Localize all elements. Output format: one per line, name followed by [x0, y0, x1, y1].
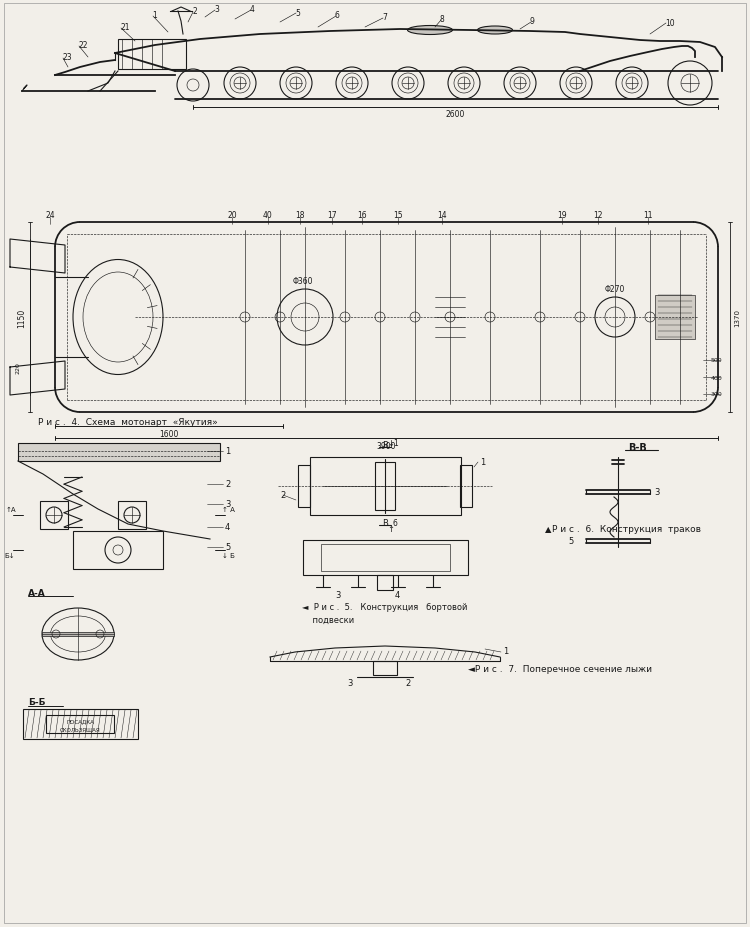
Text: 5: 5: [225, 543, 230, 552]
Text: ↓ Б: ↓ Б: [222, 552, 235, 558]
Text: А-А: А-А: [28, 588, 46, 597]
Bar: [375, 463, 395, 511]
Text: 3900: 3900: [376, 441, 396, 451]
Text: 400: 400: [710, 375, 722, 380]
Bar: [321, 544, 450, 571]
Text: Р и с .  6.  Конструкция  траков: Р и с . 6. Конструкция траков: [552, 525, 701, 534]
Text: 2600: 2600: [446, 110, 465, 119]
Text: 1: 1: [503, 647, 509, 655]
Text: 24: 24: [45, 211, 55, 221]
Text: ◄  Р и с .  5.   Конструкция   бортовой: ◄ Р и с . 5. Конструкция бортовой: [302, 603, 467, 612]
Text: Φ270: Φ270: [605, 286, 625, 294]
Text: ↑ A: ↑ A: [222, 506, 235, 513]
Text: Φ360: Φ360: [293, 277, 314, 286]
Text: B: B: [382, 441, 388, 450]
Ellipse shape: [478, 27, 512, 35]
Text: 15: 15: [393, 211, 403, 221]
Text: ▲: ▲: [545, 525, 551, 534]
Bar: [73, 531, 163, 569]
Text: 5: 5: [568, 537, 573, 546]
Text: 5: 5: [295, 8, 300, 18]
Text: 6: 6: [393, 519, 398, 528]
Text: 16: 16: [357, 211, 367, 221]
Text: 17: 17: [327, 211, 337, 221]
Text: 7: 7: [382, 14, 387, 22]
Text: 4: 4: [225, 523, 230, 532]
Text: 500: 500: [710, 358, 722, 363]
Text: 12: 12: [593, 211, 603, 221]
Text: В-В: В-В: [628, 442, 646, 452]
Text: 2: 2: [280, 491, 285, 500]
Bar: [377, 576, 393, 590]
Ellipse shape: [407, 27, 452, 35]
Text: 3: 3: [225, 500, 230, 509]
Bar: [118, 502, 146, 529]
Text: 1600: 1600: [159, 429, 178, 438]
Text: 22: 22: [78, 42, 88, 50]
Text: 3: 3: [347, 679, 352, 688]
Bar: [460, 465, 472, 507]
Text: 21: 21: [120, 23, 130, 32]
Bar: [310, 458, 461, 515]
Bar: [118, 40, 186, 70]
Text: 220: 220: [16, 362, 20, 374]
Text: 8: 8: [440, 16, 445, 24]
Text: 14: 14: [437, 211, 447, 221]
Text: 23: 23: [62, 54, 72, 62]
Text: ◄Р и с .  7.  Поперечное сечение лыжи: ◄Р и с . 7. Поперечное сечение лыжи: [468, 665, 652, 674]
Text: ↑: ↑: [387, 524, 394, 533]
Text: 1: 1: [152, 11, 157, 20]
Text: ↑A: ↑A: [6, 506, 16, 513]
Text: 2: 2: [192, 7, 196, 17]
Bar: [46, 716, 114, 733]
Text: 9: 9: [530, 18, 535, 27]
Text: 10: 10: [665, 19, 674, 28]
Text: 2: 2: [405, 679, 410, 688]
Text: 1370: 1370: [734, 309, 740, 326]
Text: 18: 18: [296, 211, 304, 221]
Text: 40: 40: [263, 211, 273, 221]
Text: B: B: [382, 519, 388, 528]
Text: 1: 1: [393, 439, 398, 448]
Text: 300: 300: [710, 392, 722, 397]
Text: 1: 1: [480, 458, 485, 467]
Text: 3: 3: [335, 590, 340, 600]
Text: 20: 20: [227, 211, 237, 221]
Bar: [23, 709, 138, 739]
Text: 3: 3: [214, 6, 219, 15]
Text: Р и с .  4.  Схема  мотонарт  «Якутия»: Р и с . 4. Схема мотонарт «Якутия»: [38, 418, 218, 427]
Bar: [298, 465, 310, 507]
Text: Б↓: Б↓: [4, 552, 15, 558]
Text: подвески: подвески: [302, 615, 354, 624]
Text: 11: 11: [644, 211, 652, 221]
Bar: [40, 502, 68, 529]
Text: 4: 4: [395, 590, 400, 600]
Bar: [373, 661, 397, 675]
Bar: [303, 540, 468, 576]
Text: ПОСАДКА: ПОСАДКА: [66, 718, 94, 724]
Text: СКОЛЬЗЯЩАЯ: СКОЛЬЗЯЩАЯ: [60, 727, 100, 731]
Text: 1150: 1150: [17, 308, 26, 327]
Bar: [42, 632, 114, 636]
Bar: [18, 443, 220, 462]
Text: 2: 2: [225, 480, 230, 489]
Text: Б-Б: Б-Б: [28, 698, 46, 706]
Text: 1: 1: [225, 447, 230, 456]
Text: 4: 4: [250, 6, 255, 15]
Text: ↓: ↓: [387, 439, 394, 448]
Text: 19: 19: [557, 211, 567, 221]
Bar: [655, 296, 695, 339]
Text: 6: 6: [335, 11, 340, 20]
Text: 3: 3: [654, 488, 659, 497]
